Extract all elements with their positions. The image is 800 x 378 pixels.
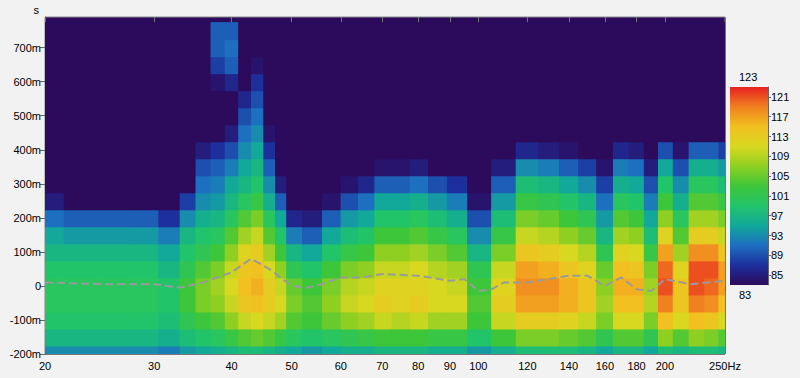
svg-text:113: 113 [771, 131, 789, 143]
svg-text:90: 90 [444, 360, 456, 372]
svg-text:83: 83 [739, 289, 751, 301]
svg-text:s: s [34, 4, 40, 16]
svg-text:50: 50 [286, 360, 298, 372]
svg-text:97: 97 [771, 210, 783, 222]
svg-text:117: 117 [771, 111, 789, 123]
svg-text:101: 101 [771, 190, 789, 202]
svg-text:-100m: -100m [10, 314, 41, 326]
svg-text:300m: 300m [13, 178, 41, 190]
svg-text:200: 200 [656, 360, 674, 372]
svg-text:89: 89 [771, 249, 783, 261]
svg-text:140: 140 [560, 360, 578, 372]
svg-text:30: 30 [148, 360, 160, 372]
svg-text:109: 109 [771, 150, 789, 162]
svg-text:20: 20 [39, 360, 51, 372]
svg-text:200m: 200m [13, 212, 41, 224]
svg-text:400m: 400m [13, 144, 41, 156]
svg-text:100: 100 [469, 360, 487, 372]
svg-text:70: 70 [376, 360, 388, 372]
svg-text:-200m: -200m [10, 348, 41, 360]
svg-text:121: 121 [771, 91, 789, 103]
svg-text:180: 180 [627, 360, 645, 372]
svg-text:93: 93 [771, 230, 783, 242]
svg-text:123: 123 [739, 71, 757, 83]
svg-text:120: 120 [518, 360, 536, 372]
svg-text:60: 60 [335, 360, 347, 372]
svg-text:85: 85 [771, 269, 783, 281]
svg-text:250Hz: 250Hz [709, 360, 741, 372]
svg-text:600m: 600m [13, 76, 41, 88]
svg-text:40: 40 [225, 360, 237, 372]
svg-text:105: 105 [771, 170, 789, 182]
svg-text:160: 160 [596, 360, 614, 372]
svg-text:0: 0 [35, 280, 41, 292]
svg-text:80: 80 [412, 360, 424, 372]
svg-text:700m: 700m [13, 42, 41, 54]
svg-text:500m: 500m [13, 110, 41, 122]
svg-text:100m: 100m [13, 246, 41, 258]
